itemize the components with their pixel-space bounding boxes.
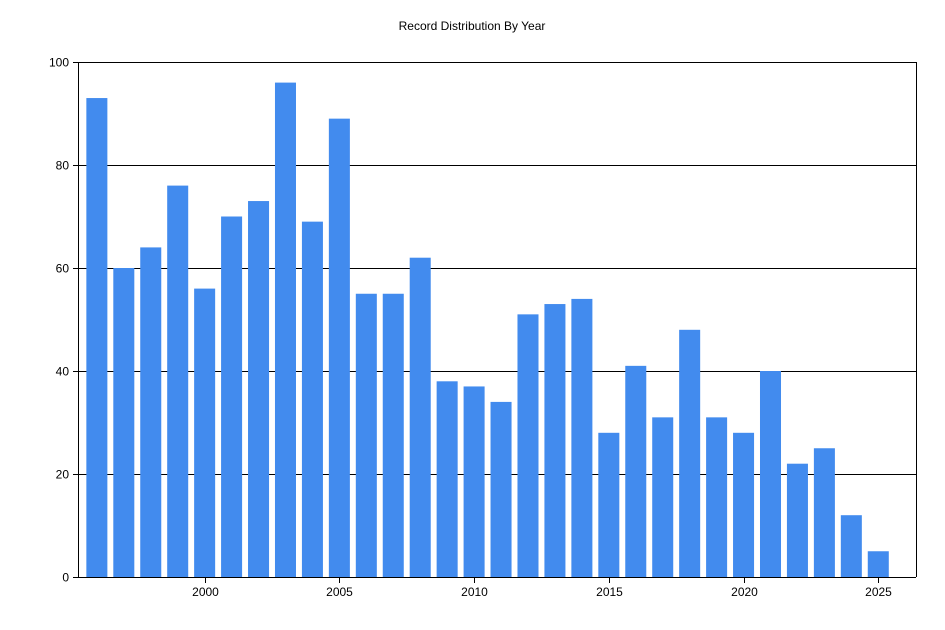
bar-2013 (544, 304, 566, 577)
y-tick-label-40: 40 (56, 365, 70, 379)
x-tick-label-2010: 2010 (461, 585, 488, 599)
bar-2021 (759, 371, 782, 577)
x-tick-label-2020: 2020 (731, 585, 758, 599)
y-tick-label-20: 20 (56, 468, 70, 482)
y-tick-label-80: 80 (56, 159, 70, 173)
chart-title: Record Distribution By Year (399, 19, 546, 33)
bar-1998 (140, 247, 162, 577)
bar-2023 (813, 448, 835, 577)
bar-2000 (194, 288, 216, 577)
x-tick-label-2000: 2000 (192, 585, 219, 599)
bar-2010 (463, 386, 485, 577)
bar-2019 (706, 417, 728, 577)
bar-2009 (436, 381, 458, 577)
y-tick-label-60: 60 (56, 262, 70, 276)
x-tick-label-2005: 2005 (326, 585, 353, 599)
bars (86, 82, 889, 578)
bar-2014 (571, 298, 593, 577)
bar-2025 (867, 551, 889, 577)
bar-2011 (490, 401, 512, 577)
bar-2017 (652, 417, 674, 577)
bar-2024 (840, 515, 862, 577)
bar-1999 (167, 185, 189, 577)
y-tick-label-0: 0 (62, 571, 69, 585)
bar-2008 (409, 257, 431, 577)
bar-2004 (301, 221, 323, 577)
bar-2002 (248, 201, 270, 578)
bar-2005 (328, 118, 350, 578)
bar-2003 (274, 82, 296, 577)
bar-1996 (86, 98, 108, 578)
bar-2016 (625, 365, 647, 577)
bar-2020 (733, 432, 755, 577)
bar-2022 (786, 463, 808, 577)
bar-2001 (221, 216, 243, 577)
bar-2015 (598, 432, 620, 577)
bar-2012 (517, 314, 539, 577)
x-tick-label-2025: 2025 (865, 585, 892, 599)
bar-2006 (355, 293, 377, 577)
x-tick-label-2015: 2015 (596, 585, 623, 599)
bar-2007 (382, 293, 404, 577)
bar-1997 (113, 268, 135, 577)
axes: 0 20 40 60 80 100 2000 2005 2010 2015 2020 2025 (49, 56, 917, 599)
y-tick-label-100: 100 (49, 56, 69, 70)
bar-2018 (679, 329, 701, 577)
